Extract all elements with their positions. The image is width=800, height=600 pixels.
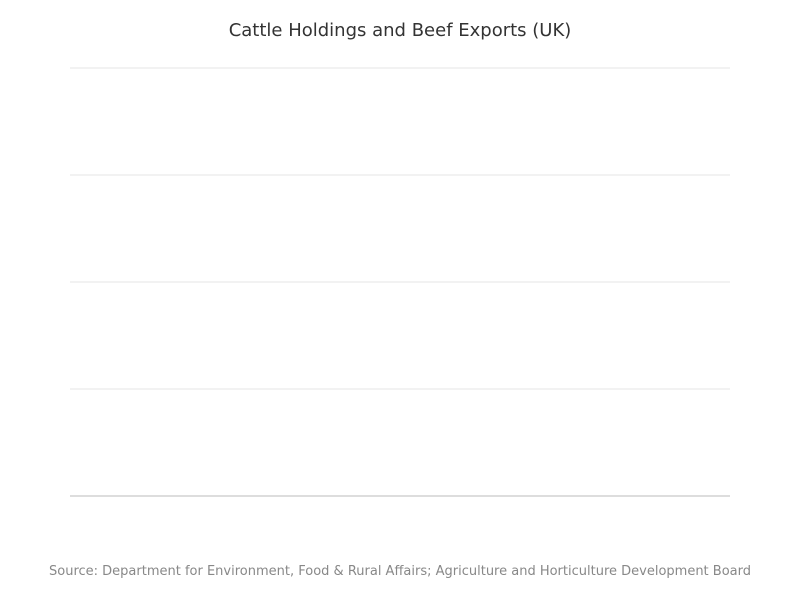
chart-title: Cattle Holdings and Beef Exports (UK) [228, 20, 572, 41]
gridlines [70, 67, 730, 390]
chart-source-note: Source: Department for Environment, Food… [49, 564, 751, 579]
